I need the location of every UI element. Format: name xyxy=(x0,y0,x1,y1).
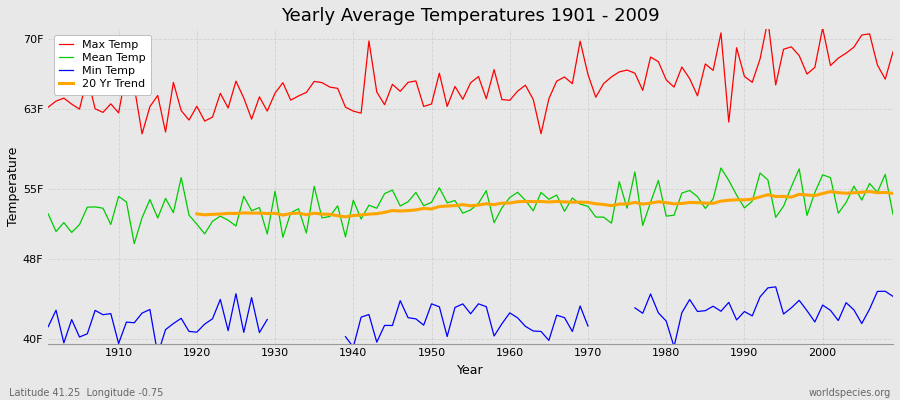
Mean Temp xyxy=(105,222,116,227)
Min Temp xyxy=(512,316,523,320)
20 Yr Trend xyxy=(794,192,805,197)
Min Temp xyxy=(887,294,898,299)
20 Yr Trend xyxy=(285,211,296,216)
20 Yr Trend xyxy=(864,189,875,194)
Line: 20 Yr Trend: 20 Yr Trend xyxy=(197,192,893,217)
Title: Yearly Average Temperatures 1901 - 2009: Yearly Average Temperatures 1901 - 2009 xyxy=(282,7,660,25)
20 Yr Trend xyxy=(192,212,202,216)
Text: Latitude 41.25  Longitude -0.75: Latitude 41.25 Longitude -0.75 xyxy=(9,388,164,398)
20 Yr Trend xyxy=(410,208,421,212)
Max Temp xyxy=(606,74,616,79)
20 Yr Trend xyxy=(778,194,789,199)
20 Yr Trend xyxy=(340,214,351,219)
Line: Min Temp: Min Temp xyxy=(49,287,893,354)
Mean Temp xyxy=(285,210,296,215)
Mean Temp xyxy=(129,241,140,246)
Mean Temp xyxy=(43,212,54,216)
X-axis label: Year: Year xyxy=(457,364,484,377)
Mean Temp xyxy=(512,190,523,195)
20 Yr Trend xyxy=(684,200,695,205)
Line: Mean Temp: Mean Temp xyxy=(49,168,893,244)
Min Temp xyxy=(105,311,116,316)
Mean Temp xyxy=(332,203,343,208)
Max Temp xyxy=(137,132,148,136)
Max Temp xyxy=(762,18,773,22)
Max Temp xyxy=(504,98,515,103)
Max Temp xyxy=(285,98,296,102)
Mean Temp xyxy=(887,212,898,217)
Min Temp xyxy=(504,310,515,315)
Max Temp xyxy=(43,105,54,110)
20 Yr Trend xyxy=(872,190,883,195)
Legend: Max Temp, Mean Temp, Min Temp, 20 Yr Trend: Max Temp, Mean Temp, Min Temp, 20 Yr Tre… xyxy=(54,35,150,95)
Mean Temp xyxy=(504,195,515,200)
Max Temp xyxy=(105,102,116,106)
Line: Max Temp: Max Temp xyxy=(49,20,893,134)
Max Temp xyxy=(887,49,898,54)
Mean Temp xyxy=(606,221,616,226)
Max Temp xyxy=(512,89,523,94)
20 Yr Trend xyxy=(887,191,898,196)
Text: worldspecies.org: worldspecies.org xyxy=(809,388,891,398)
Y-axis label: Temperature: Temperature xyxy=(7,147,20,226)
Max Temp xyxy=(332,86,343,91)
Mean Temp xyxy=(716,166,726,170)
Min Temp xyxy=(43,324,54,329)
